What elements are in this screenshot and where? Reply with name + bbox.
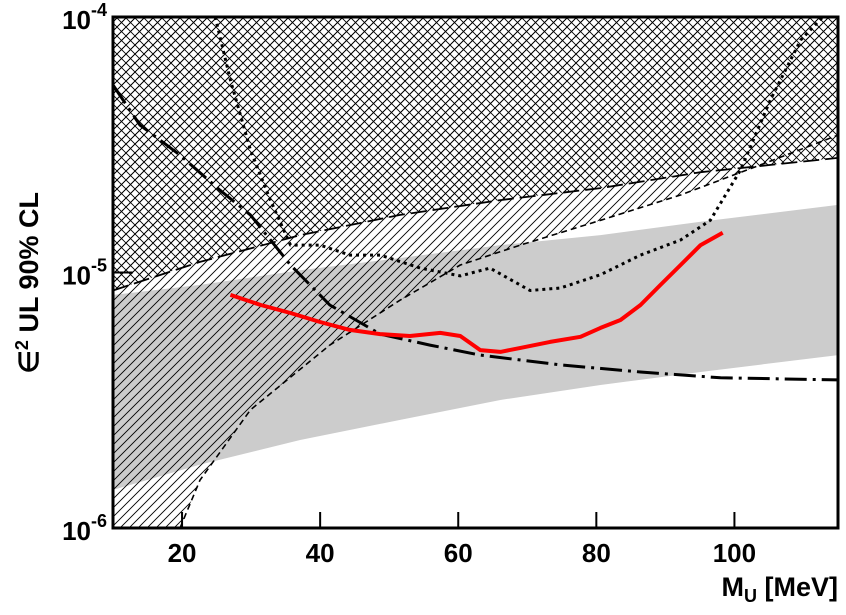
plot-area bbox=[113, 17, 838, 528]
hatched-region bbox=[113, 17, 838, 291]
y-title-sup: 2 bbox=[12, 340, 32, 350]
x-title-sub: U bbox=[744, 586, 757, 606]
x-axis-title: MU [MeV] bbox=[722, 572, 839, 606]
x-tick-label: 40 bbox=[306, 538, 335, 568]
x-tick-label: 80 bbox=[582, 538, 611, 568]
line bbox=[179, 134, 838, 528]
y-tick-label: 10-6 bbox=[62, 511, 107, 546]
y-tick-base: 10 bbox=[62, 516, 91, 546]
y-tick-exponent: -6 bbox=[91, 511, 107, 531]
y-tick-label: 10-4 bbox=[62, 0, 107, 35]
y-tick-exponent: -5 bbox=[91, 256, 107, 276]
line bbox=[113, 84, 838, 382]
line bbox=[229, 231, 724, 354]
y-tick-exponent: -4 bbox=[91, 0, 107, 20]
x-title-rest: [MeV] bbox=[757, 572, 838, 602]
y-axis-title: ∈2 UL 90% CL bbox=[12, 192, 44, 374]
y-title-base: ∈ bbox=[14, 350, 44, 374]
y-tick-base: 10 bbox=[62, 261, 91, 291]
y-tick-label: 10-5 bbox=[62, 256, 107, 291]
line bbox=[113, 157, 838, 292]
x-tick-label: 100 bbox=[713, 538, 756, 568]
x-tick-label: 20 bbox=[168, 538, 197, 568]
x-title-base: M bbox=[722, 572, 745, 602]
y-tick-base: 10 bbox=[62, 5, 91, 35]
y-title-rest: UL 90% CL bbox=[14, 192, 44, 340]
x-tick-label: 60 bbox=[444, 538, 473, 568]
